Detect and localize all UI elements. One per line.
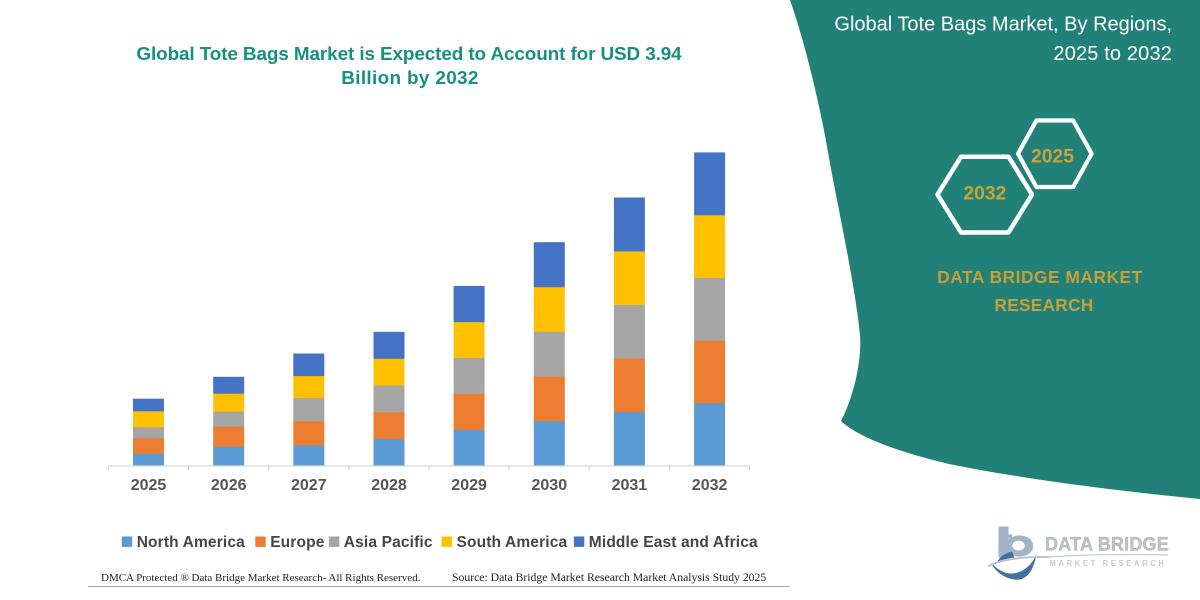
svg-text:RESEARCH: RESEARCH — [995, 295, 1094, 315]
svg-text:DMCA Protected ® Data Bridge M: DMCA Protected ® Data Bridge Market Rese… — [101, 572, 421, 584]
svg-text:Billion by 2032: Billion by 2032 — [341, 68, 479, 89]
svg-text:Global Tote Bags Market is Exp: Global Tote Bags Market is Expected to A… — [136, 44, 682, 65]
svg-text:Asia Pacific: Asia Pacific — [344, 534, 433, 551]
svg-text:Europe: Europe — [270, 534, 325, 551]
svg-text:South America: South America — [457, 534, 568, 551]
svg-text:2027: 2027 — [291, 477, 327, 494]
svg-text:2028: 2028 — [371, 477, 407, 494]
svg-text:Middle East and Africa: Middle East and Africa — [589, 534, 758, 551]
svg-text:Global Tote Bags Market, By Re: Global Tote Bags Market, By Regions, — [834, 14, 1172, 36]
svg-text:MARKET RESEARCH: MARKET RESEARCH — [1050, 558, 1167, 568]
svg-text:2029: 2029 — [451, 477, 487, 494]
svg-text:North America: North America — [137, 534, 245, 551]
svg-text:2032: 2032 — [692, 477, 728, 494]
svg-text:2025 to 2032: 2025 to 2032 — [1053, 43, 1172, 65]
svg-text:DATA BRIDGE: DATA BRIDGE — [1045, 535, 1169, 556]
svg-text:2032: 2032 — [963, 184, 1006, 205]
svg-text:2025: 2025 — [131, 477, 167, 494]
svg-text:2030: 2030 — [532, 477, 568, 494]
svg-text:2031: 2031 — [612, 477, 648, 494]
svg-text:DATA BRIDGE MARKET: DATA BRIDGE MARKET — [937, 267, 1142, 287]
svg-text:Source: Data Bridge Market Res: Source: Data Bridge Market Research Mark… — [452, 571, 766, 584]
svg-text:2025: 2025 — [1031, 147, 1074, 168]
svg-text:2026: 2026 — [211, 477, 247, 494]
